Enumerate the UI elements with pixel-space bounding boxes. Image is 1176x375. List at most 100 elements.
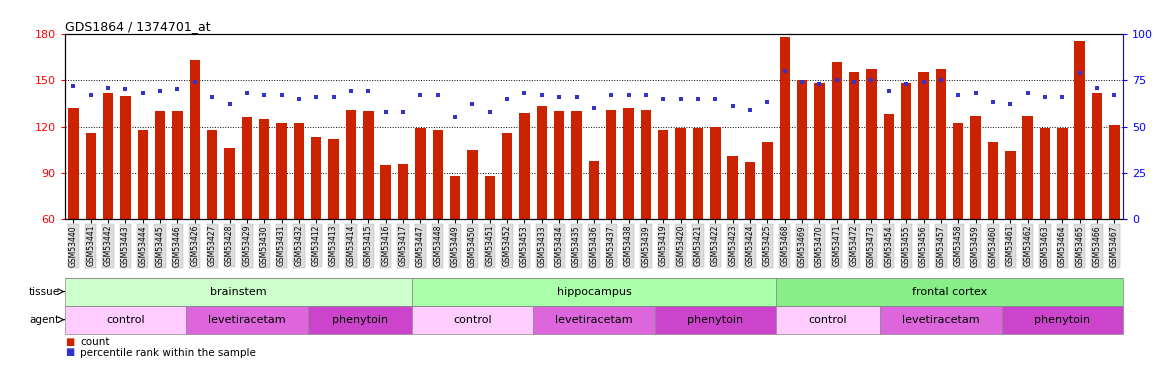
Bar — [1075, 42, 1085, 219]
Point — [862, 77, 881, 83]
Text: control: control — [809, 315, 848, 325]
Point — [186, 79, 205, 85]
Point — [549, 94, 568, 100]
Bar — [655, 306, 776, 334]
Text: control: control — [106, 315, 145, 325]
Point — [844, 79, 863, 85]
Bar — [241, 117, 252, 219]
Text: frontal cortex: frontal cortex — [911, 286, 987, 297]
Bar — [953, 123, 963, 219]
Text: levetiracetam: levetiracetam — [902, 315, 980, 325]
Bar — [831, 62, 842, 219]
Text: ■: ■ — [65, 337, 74, 347]
Point — [168, 87, 187, 93]
Text: agent: agent — [29, 315, 60, 325]
Bar — [1057, 128, 1068, 219]
Point — [897, 81, 916, 87]
Bar — [65, 278, 412, 306]
Point — [967, 90, 985, 96]
Point — [463, 101, 482, 107]
Bar — [572, 111, 582, 219]
Bar — [328, 139, 339, 219]
Text: brainstem: brainstem — [209, 286, 267, 297]
Point — [394, 109, 413, 115]
Bar — [776, 306, 880, 334]
Bar — [641, 110, 652, 219]
Bar — [797, 80, 807, 219]
Point — [775, 68, 794, 74]
Point — [116, 87, 135, 93]
Bar — [412, 306, 533, 334]
Text: levetiracetam: levetiracetam — [208, 315, 286, 325]
Point — [533, 92, 552, 98]
Point — [793, 79, 811, 85]
Bar — [397, 164, 408, 219]
Point — [1036, 94, 1055, 100]
Point — [741, 107, 760, 113]
Text: levetiracetam: levetiracetam — [555, 315, 633, 325]
Bar — [1022, 116, 1033, 219]
Point — [289, 96, 308, 102]
Point — [671, 96, 690, 102]
Bar — [225, 148, 235, 219]
Point — [1070, 70, 1089, 76]
Point — [202, 94, 221, 100]
Bar — [776, 278, 1123, 306]
Bar — [259, 119, 269, 219]
Text: phenytoin: phenytoin — [1034, 315, 1090, 325]
Point — [567, 94, 586, 100]
Bar — [589, 160, 599, 219]
Bar — [276, 123, 287, 219]
Point — [272, 92, 290, 98]
Bar — [762, 142, 773, 219]
Text: control: control — [453, 315, 492, 325]
Point — [706, 96, 724, 102]
Point — [931, 77, 950, 83]
Bar — [970, 116, 981, 219]
Point — [255, 92, 274, 98]
Bar — [1091, 93, 1102, 219]
Point — [1053, 94, 1071, 100]
Text: phenytoin: phenytoin — [687, 315, 743, 325]
Point — [410, 92, 429, 98]
Text: tissue: tissue — [28, 286, 60, 297]
Bar — [918, 72, 929, 219]
Point — [828, 77, 847, 83]
Bar — [102, 93, 113, 219]
Bar — [744, 162, 755, 219]
Bar — [520, 112, 529, 219]
Point — [376, 109, 395, 115]
Bar — [883, 114, 894, 219]
Bar — [880, 306, 1002, 334]
Bar — [1040, 128, 1050, 219]
Bar — [172, 111, 182, 219]
Point — [1001, 101, 1020, 107]
Point — [151, 88, 169, 94]
Point — [81, 92, 100, 98]
Bar — [433, 130, 443, 219]
Text: hippocampus: hippocampus — [556, 286, 632, 297]
Point — [1088, 85, 1107, 91]
Point — [325, 94, 343, 100]
Text: GDS1864 / 1374701_at: GDS1864 / 1374701_at — [65, 20, 211, 33]
Bar — [308, 306, 412, 334]
Point — [480, 109, 499, 115]
Point — [759, 99, 777, 105]
Bar — [467, 150, 477, 219]
Point — [949, 92, 968, 98]
Text: phenytoin: phenytoin — [332, 315, 388, 325]
Point — [238, 90, 256, 96]
Point — [914, 79, 933, 85]
Point — [983, 99, 1002, 105]
Point — [133, 90, 152, 96]
Bar — [312, 137, 321, 219]
Text: ■: ■ — [65, 348, 74, 357]
Point — [428, 92, 447, 98]
Point — [1018, 90, 1037, 96]
Bar — [901, 83, 911, 219]
Bar — [554, 111, 564, 219]
Point — [584, 105, 603, 111]
Bar — [363, 111, 374, 219]
Text: count: count — [80, 337, 109, 347]
Bar — [849, 72, 860, 219]
